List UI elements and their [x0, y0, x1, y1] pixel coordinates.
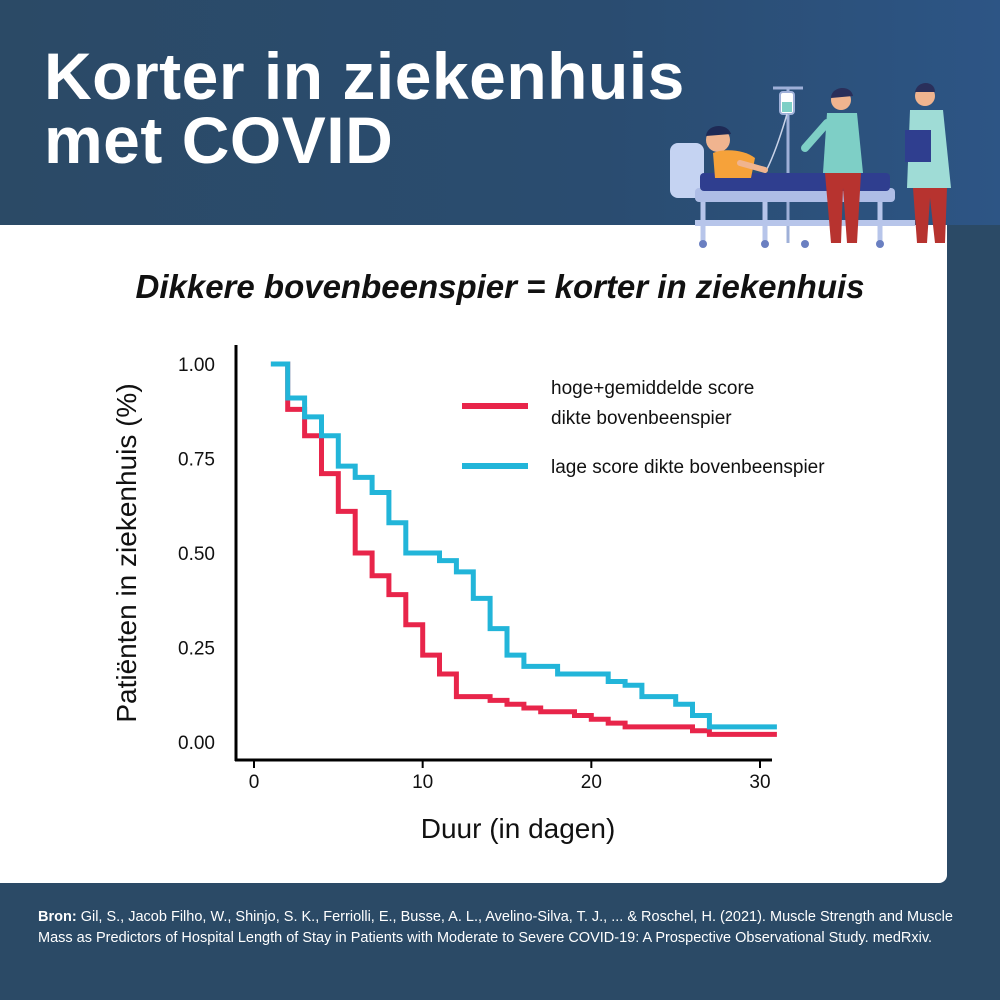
y-axis-label: Patiënten in ziekenhuis (%) — [111, 383, 142, 722]
source-citation: Bron: Gil, S., Jacob Filho, W., Shinjo, … — [38, 907, 968, 949]
x-tick-label: 0 — [249, 772, 260, 793]
x-tick-label: 20 — [581, 772, 602, 793]
source-text: Gil, S., Jacob Filho, W., Shinjo, S. K.,… — [38, 909, 953, 946]
y-tick-label: 0.25 — [178, 639, 215, 660]
hospital-bed-illustration — [670, 83, 951, 248]
y-tick-label: 1.00 — [178, 355, 215, 376]
legend-label-high-score-line1: hoge+gemiddelde score — [551, 378, 754, 399]
title-line-2: met COVID — [44, 103, 394, 177]
series-line-high-score — [270, 361, 777, 737]
y-tick-label: 0.75 — [178, 450, 215, 471]
header-banner: Korter in ziekenhuis met COVID — [0, 0, 1000, 225]
x-tick-label: 30 — [749, 772, 770, 793]
series-line-low-score — [270, 361, 777, 730]
x-axis-label: Duur (in dagen) — [421, 813, 616, 844]
legend-label-low-score: lage score dikte bovenbeenspier — [551, 457, 825, 478]
content-panel — [0, 225, 947, 883]
page-title: Korter in ziekenhuis met COVID — [44, 39, 685, 177]
chart-subtitle: Dikkere bovenbeenspier = korter in zieke… — [135, 268, 865, 305]
x-tick-label: 10 — [412, 772, 433, 793]
y-tick-label: 0.00 — [178, 733, 215, 754]
title-line-1: Korter in ziekenhuis — [44, 39, 685, 113]
y-tick-label: 0.50 — [178, 544, 215, 565]
legend-label-high-score-line2: dikte bovenbeenspier — [551, 408, 732, 429]
source-label: Bron: — [38, 909, 77, 925]
